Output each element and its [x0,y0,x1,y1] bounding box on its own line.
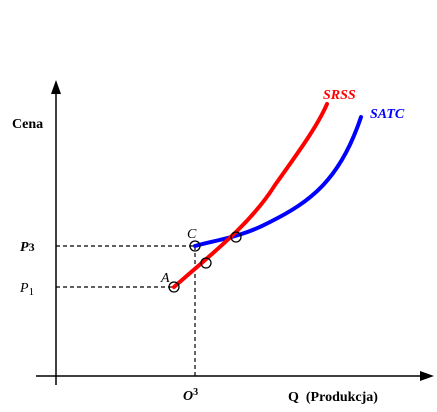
p3-tick-label: P3 [20,240,35,255]
p3-tick-base: P [20,240,29,255]
x-axis-arrow [420,371,434,381]
y-axis-label: Cena [12,117,43,132]
o3-tick-sup: 3 [193,387,198,398]
satc-curve [193,115,363,248]
satc-label: SATC [370,107,405,122]
srss-label: SRSS [323,88,356,103]
p1-tick-sub: 1 [29,286,35,298]
p1-tick-base: P [19,281,29,296]
p1-tick-label: P1 [19,281,34,298]
o3-tick-label: O3 [183,387,198,404]
point-c-marker [189,240,201,252]
point-intersection-marker [230,231,242,243]
point-a-label: A [160,271,170,286]
point-c-label: C [187,227,197,242]
o3-tick-base: O [183,389,193,404]
point-mid-marker [200,257,212,269]
point-a-marker [168,281,180,293]
y-axis-arrow [51,80,61,94]
p3-tick-sub: 3 [29,240,35,254]
x-axis-label: Q (Produkcja) [288,390,378,405]
srss-curve [172,102,329,289]
